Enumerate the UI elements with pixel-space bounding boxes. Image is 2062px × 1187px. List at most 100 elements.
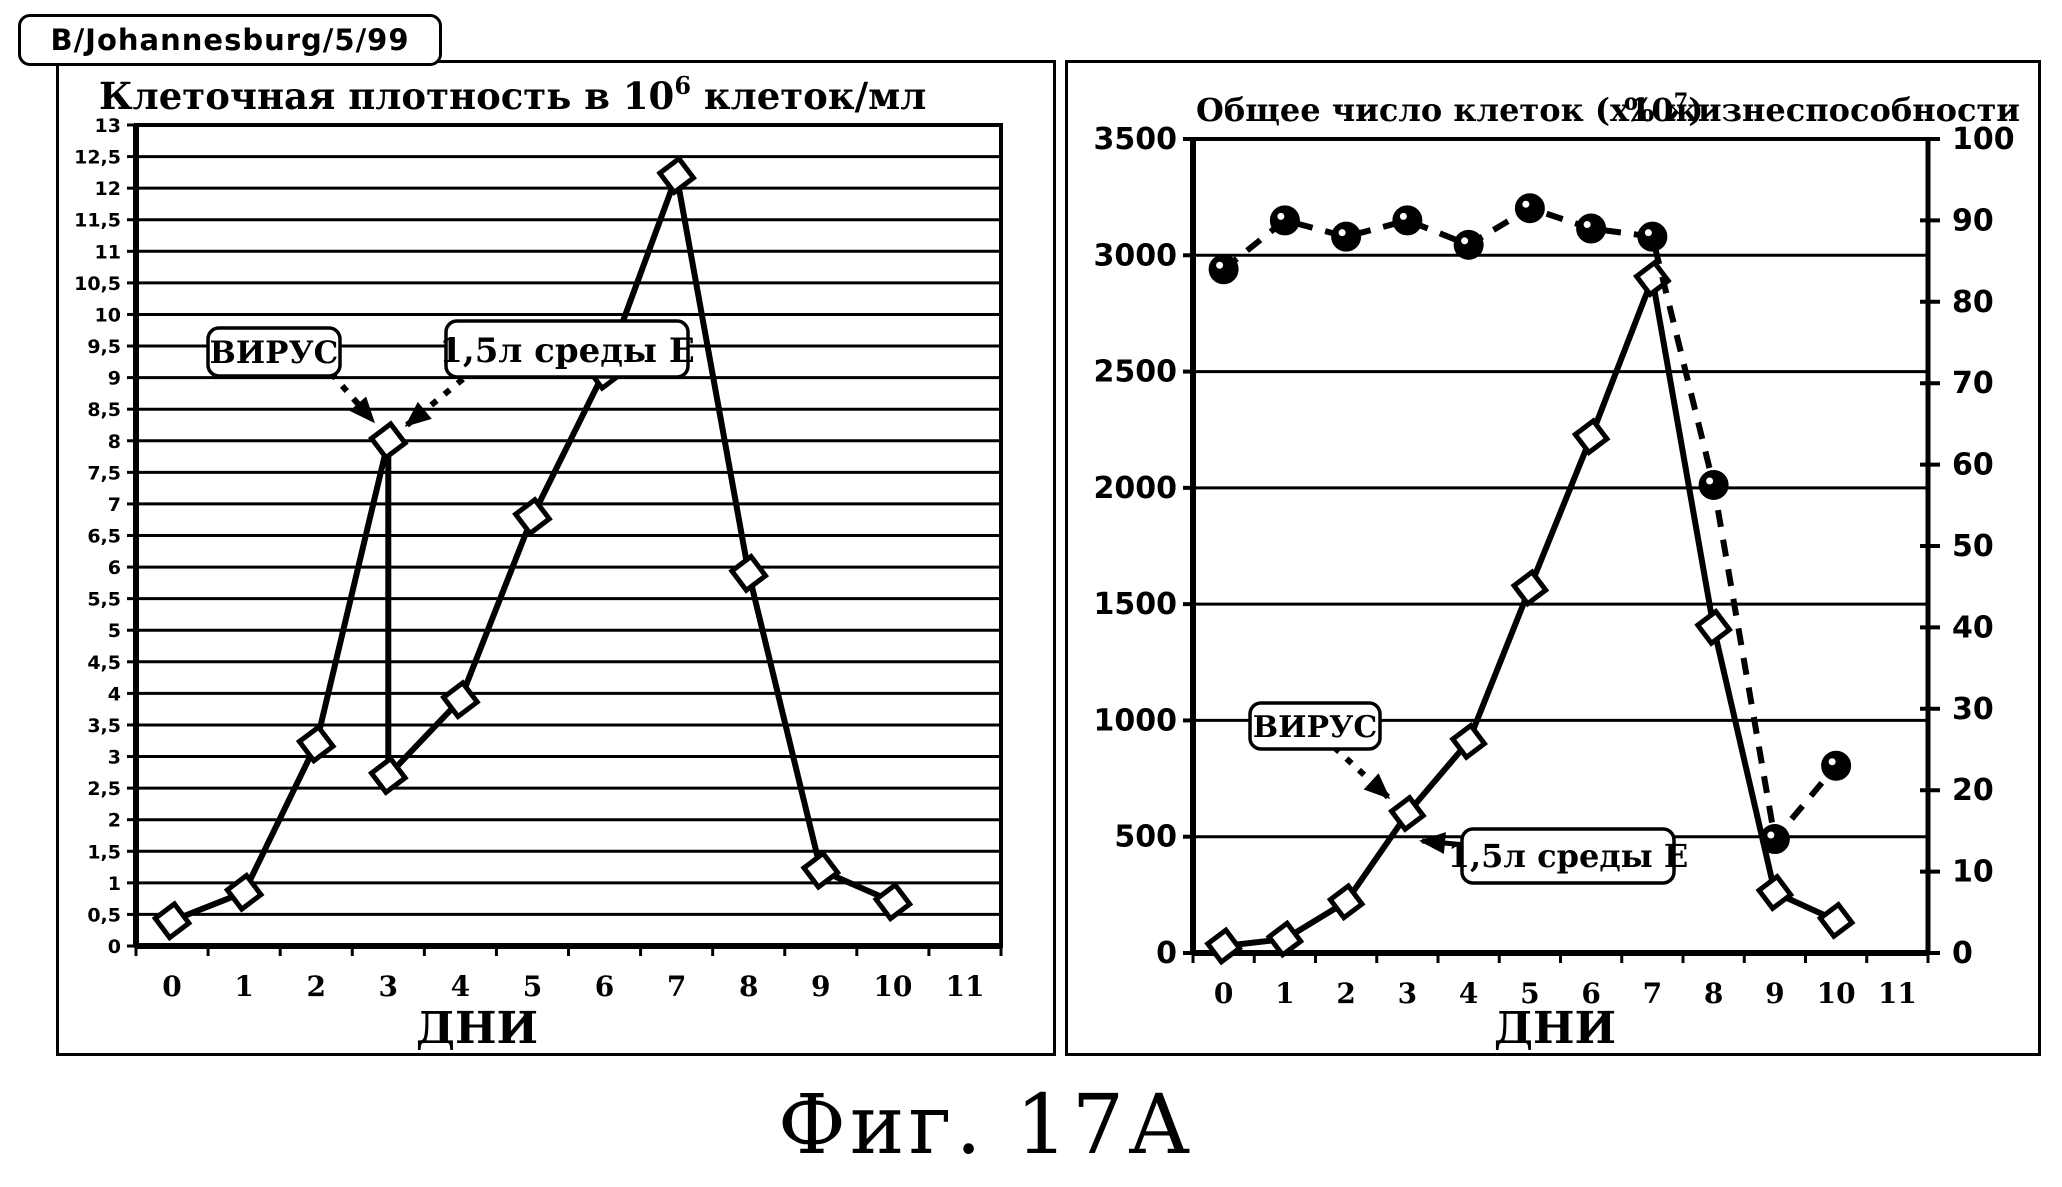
diamond-marker <box>367 420 409 462</box>
left-plot-layer: 00,511,522,533,544,555,566,577,588,599,5… <box>74 115 1003 1003</box>
x-tick-label: 4 <box>451 970 470 1003</box>
density-line <box>170 172 895 924</box>
x-tick-label: 5 <box>1520 977 1539 1010</box>
virus-label-box <box>1248 701 1382 751</box>
y-tick-label-left: 3000 <box>1094 238 1178 273</box>
virus-label-box <box>206 326 342 378</box>
x-tick-label: 10 <box>1817 977 1856 1010</box>
circle-marker-glint <box>1583 221 1591 229</box>
x-tick-label: 1 <box>1275 977 1294 1010</box>
medium-label-box <box>444 319 690 379</box>
diamond-marker <box>1449 722 1488 761</box>
y-tick-label: 7 <box>108 494 121 516</box>
y-tick-label: 13 <box>95 115 121 137</box>
x-tick-label: 6 <box>595 970 614 1003</box>
y-tick-label: 0,5 <box>87 904 121 926</box>
y-tick-label-left: 2500 <box>1094 355 1178 390</box>
x-tick-label: 0 <box>162 970 181 1003</box>
x-tick-label: 4 <box>1459 977 1478 1010</box>
circle-marker-glint <box>1522 200 1530 208</box>
medium-label: 1,5л среды Е <box>439 331 695 371</box>
virus-label: ВИРУС <box>1253 710 1377 745</box>
y-tick-label-right: 40 <box>1952 610 1994 645</box>
diamond-marker <box>1204 926 1243 966</box>
medium-label: 1,5л среды Е <box>1448 837 1689 875</box>
right-chart-title-right: % жизнеспособности <box>1624 91 2020 129</box>
y-tick-label: 10 <box>95 304 121 326</box>
x-tick-label: 7 <box>1643 977 1662 1010</box>
diamond-marker <box>367 755 409 796</box>
y-tick-label: 9,5 <box>87 336 121 358</box>
left-annotations: ВИРУС 1,5л среды Е <box>206 319 695 428</box>
circle-marker <box>1821 750 1852 781</box>
y-tick-label: 3,5 <box>87 715 121 737</box>
diamond-marker <box>1388 794 1427 833</box>
x-tick-label: 2 <box>306 970 325 1003</box>
y-tick-label-right: 10 <box>1952 855 1994 890</box>
circle-marker <box>1453 229 1484 260</box>
x-tick-label: 3 <box>1398 977 1417 1010</box>
y-tick-label: 2,5 <box>87 778 121 800</box>
diamond-marker <box>872 881 914 923</box>
diamond-marker <box>1633 259 1672 298</box>
medium-arrow <box>1419 832 1467 855</box>
diamond-marker <box>295 723 337 765</box>
right-annotations: ВИРУС 1,5л среды Е <box>1248 701 1689 885</box>
diamond-marker <box>1326 882 1366 922</box>
diamond-marker <box>151 900 193 942</box>
y-tick-label: 11,5 <box>74 210 121 232</box>
y-tick-label: 1 <box>108 873 121 895</box>
diamond-marker <box>1694 608 1733 647</box>
y-tick-label-left: 0 <box>1156 936 1177 971</box>
circle-marker-glint <box>1277 212 1285 220</box>
virus-arrow <box>1331 744 1391 800</box>
diamond-marker <box>512 496 553 537</box>
circle-marker-glint <box>1706 477 1714 485</box>
circle-marker-glint <box>1216 261 1224 269</box>
circle-marker-glint <box>1828 758 1836 766</box>
circle-marker-glint <box>1767 831 1775 839</box>
y-tick-label: 6 <box>108 557 121 579</box>
diamond-marker <box>1510 568 1550 608</box>
circle-marker <box>1514 193 1545 224</box>
circle-marker <box>1637 221 1668 252</box>
y-tick-label: 4,5 <box>87 652 121 674</box>
y-tick-label: 1,5 <box>87 841 121 863</box>
left-x-axis-title: ДНИ <box>416 1003 538 1053</box>
x-tick-label: 8 <box>739 970 758 1003</box>
y-tick-label: 3 <box>108 747 121 769</box>
y-tick-label-right: 20 <box>1952 773 1994 808</box>
y-tick-label: 2 <box>108 810 121 832</box>
y-tick-label-left: 500 <box>1114 820 1177 855</box>
x-tick-label: 5 <box>523 970 542 1003</box>
y-tick-label: 12 <box>95 178 121 200</box>
circle-marker <box>1392 205 1423 236</box>
circle-marker-glint <box>1338 229 1346 237</box>
y-tick-label: 11 <box>95 241 121 263</box>
y-tick-label: 0 <box>108 936 121 958</box>
y-tick-label-right: 50 <box>1952 529 1994 564</box>
virus-arrow <box>328 371 376 424</box>
diamond-marker <box>1755 873 1795 912</box>
diamond-marker <box>223 871 265 913</box>
y-tick-label: 9 <box>108 368 121 390</box>
circle-marker <box>1208 254 1239 285</box>
right-x-axis-title: ДНИ <box>1494 1003 1616 1053</box>
y-tick-label: 12,5 <box>74 147 121 169</box>
x-tick-label: 11 <box>945 970 984 1003</box>
diamond-marker <box>1571 417 1611 457</box>
right-chart-title-left: Общее число клеток (x107) <box>1196 88 1703 129</box>
y-tick-label: 5,5 <box>87 589 121 611</box>
medium-label-box <box>1460 827 1676 885</box>
y-tick-label-left: 3500 <box>1094 122 1178 157</box>
virus-label: ВИРУС <box>210 335 339 371</box>
x-tick-label: 6 <box>1581 977 1600 1010</box>
x-tick-label: 8 <box>1704 977 1723 1010</box>
y-tick-label-left: 2000 <box>1094 471 1178 506</box>
y-tick-label: 7,5 <box>87 462 121 484</box>
total-cells-viability-chart: Общее число клеток (x107) % жизнеспособн… <box>1094 88 2021 1053</box>
circle-marker-glint <box>1461 237 1469 245</box>
y-tick-label: 4 <box>108 683 121 705</box>
x-tick-label: 3 <box>379 970 398 1003</box>
y-tick-label-right: 60 <box>1952 448 1994 483</box>
